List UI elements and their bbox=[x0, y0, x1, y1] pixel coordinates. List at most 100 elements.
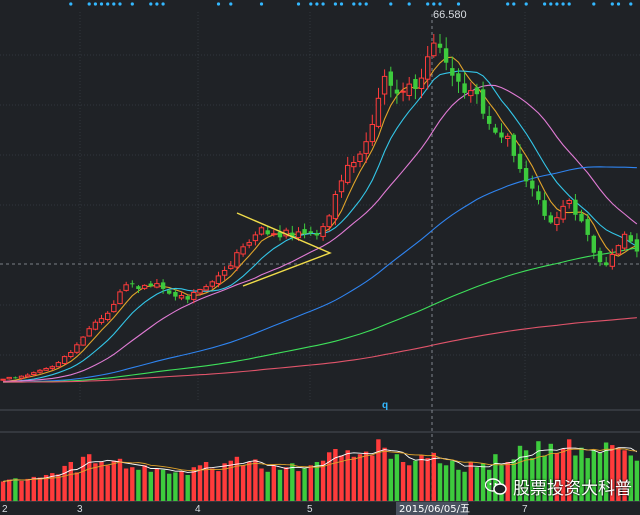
volume-bar bbox=[302, 468, 307, 501]
volume-bar bbox=[234, 456, 240, 501]
candle-body bbox=[462, 83, 467, 93]
signal-marker bbox=[296, 2, 301, 6]
candle bbox=[579, 209, 584, 223]
candle bbox=[92, 319, 99, 331]
candle-body bbox=[197, 289, 203, 294]
volume-bar bbox=[394, 454, 400, 501]
candle-body bbox=[203, 286, 209, 291]
candle bbox=[80, 336, 86, 346]
candle bbox=[566, 198, 572, 209]
candle-body bbox=[634, 239, 640, 252]
candle-body bbox=[548, 215, 553, 223]
candle bbox=[302, 223, 307, 239]
candle bbox=[474, 83, 480, 104]
volume-bar bbox=[13, 478, 18, 502]
candle-body bbox=[554, 217, 560, 225]
candle-body bbox=[573, 199, 578, 215]
volume-bar bbox=[487, 469, 492, 501]
volume-bar bbox=[523, 450, 529, 501]
candle bbox=[480, 81, 486, 120]
candle bbox=[130, 280, 135, 288]
candle bbox=[487, 106, 492, 130]
candle-body bbox=[98, 318, 105, 323]
volume-bar bbox=[290, 463, 295, 501]
candle bbox=[536, 185, 541, 205]
candle-body bbox=[277, 231, 283, 238]
signal-marker bbox=[339, 2, 344, 6]
candle-body bbox=[400, 90, 406, 93]
candle-body bbox=[160, 282, 166, 289]
candle bbox=[228, 261, 234, 270]
candle bbox=[240, 243, 246, 257]
candle bbox=[31, 371, 37, 377]
volume-bar bbox=[247, 462, 252, 501]
candle bbox=[61, 355, 68, 365]
volume-bar bbox=[419, 455, 424, 501]
volume-bar bbox=[167, 473, 172, 501]
candle bbox=[462, 72, 467, 99]
signal-marker bbox=[352, 2, 356, 6]
volume-bar bbox=[228, 460, 233, 501]
volume-bar bbox=[493, 454, 498, 501]
x-tick-label: 2 bbox=[2, 504, 8, 515]
volume-bar bbox=[111, 460, 116, 501]
signal-marker bbox=[543, 2, 547, 6]
candle-body bbox=[18, 375, 25, 379]
candle-body bbox=[13, 377, 18, 379]
candle bbox=[0, 378, 6, 381]
candle-body bbox=[123, 284, 129, 291]
signal-marker bbox=[432, 2, 436, 6]
signal-marker bbox=[112, 2, 116, 6]
candle bbox=[591, 234, 596, 259]
volume-bar bbox=[413, 460, 418, 501]
candle bbox=[450, 56, 455, 87]
candle-body bbox=[437, 43, 443, 48]
candle bbox=[530, 175, 535, 197]
candle bbox=[141, 284, 148, 290]
candle bbox=[246, 239, 252, 249]
candle-body bbox=[579, 213, 584, 222]
candle bbox=[178, 291, 185, 301]
candle-body bbox=[363, 141, 369, 154]
cursor-marker: q bbox=[382, 400, 388, 411]
candle-body bbox=[523, 168, 529, 182]
signal-marker bbox=[99, 2, 104, 6]
volume-bar bbox=[333, 449, 338, 501]
candle-body bbox=[511, 134, 516, 156]
candle-body bbox=[487, 116, 492, 124]
candle bbox=[320, 223, 326, 241]
volume-ma10-line bbox=[3, 448, 637, 482]
candle bbox=[25, 373, 31, 378]
candle-body bbox=[493, 127, 498, 133]
candle-body bbox=[86, 328, 92, 337]
candle bbox=[86, 326, 92, 337]
volume-ma5-line bbox=[3, 447, 638, 482]
signal-marker bbox=[555, 2, 559, 6]
volume-bar bbox=[450, 460, 455, 501]
candle-body bbox=[615, 245, 622, 255]
candle bbox=[18, 375, 25, 380]
candle bbox=[43, 367, 49, 371]
volume-bar bbox=[567, 439, 572, 502]
candle-body bbox=[302, 229, 307, 234]
candle-body bbox=[258, 227, 265, 235]
signal-marker bbox=[118, 2, 122, 6]
signal-marker bbox=[592, 2, 596, 6]
signal-marker bbox=[426, 2, 430, 6]
candle bbox=[406, 77, 412, 101]
candle bbox=[13, 376, 18, 379]
candle-body bbox=[111, 303, 117, 313]
candle bbox=[197, 288, 203, 296]
volume-bar bbox=[117, 458, 123, 502]
candle bbox=[290, 225, 295, 241]
candle-body bbox=[591, 235, 596, 253]
volume-average-lines bbox=[3, 447, 638, 482]
candle-body bbox=[43, 368, 49, 371]
ma60-line bbox=[3, 166, 637, 383]
candle bbox=[381, 69, 388, 105]
candle-body bbox=[105, 312, 111, 320]
volume-bar bbox=[142, 465, 147, 502]
candle bbox=[634, 233, 640, 258]
candle bbox=[265, 226, 270, 236]
candle bbox=[554, 211, 560, 232]
